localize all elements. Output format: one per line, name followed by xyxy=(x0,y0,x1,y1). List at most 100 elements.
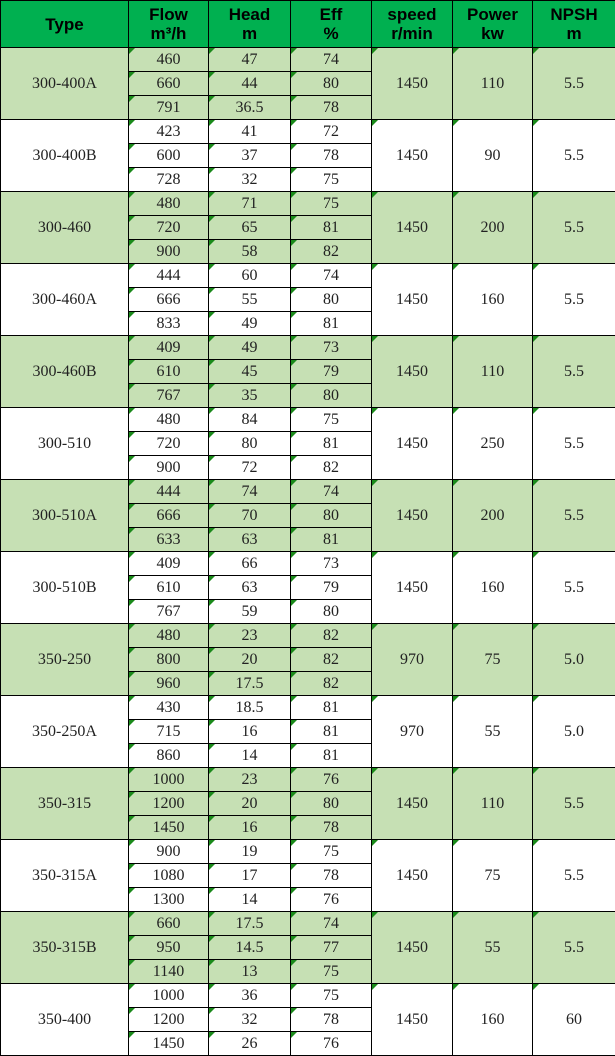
eff-cell: 76 xyxy=(291,768,372,792)
flow-cell: 480 xyxy=(129,624,209,648)
head-cell: 41 xyxy=(209,120,291,144)
head-cell: 14 xyxy=(209,744,291,768)
header-label: Eff xyxy=(291,5,371,24)
header-unit: % xyxy=(291,24,371,43)
header-unit: m xyxy=(209,24,290,43)
header-unit: kw xyxy=(453,24,532,43)
head-cell: 60 xyxy=(209,264,291,288)
flow-cell: 660 xyxy=(129,72,209,96)
flow-cell: 767 xyxy=(129,600,209,624)
flow-cell: 1450 xyxy=(129,1032,209,1056)
speed-cell: 1450 xyxy=(372,552,453,624)
head-cell: 18.5 xyxy=(209,696,291,720)
npsh-cell: 5.5 xyxy=(533,912,615,984)
power-cell: 75 xyxy=(453,840,533,912)
eff-cell: 82 xyxy=(291,648,372,672)
type-cell: 350-315B xyxy=(1,912,129,984)
flow-cell: 950 xyxy=(129,936,209,960)
power-cell: 55 xyxy=(453,696,533,768)
type-cell: 300-510 xyxy=(1,408,129,480)
eff-cell: 82 xyxy=(291,672,372,696)
eff-cell: 73 xyxy=(291,336,372,360)
flow-cell: 767 xyxy=(129,384,209,408)
eff-cell: 80 xyxy=(291,504,372,528)
npsh-cell: 5.5 xyxy=(533,120,615,192)
flow-cell: 666 xyxy=(129,504,209,528)
flow-cell: 720 xyxy=(129,216,209,240)
head-cell: 45 xyxy=(209,360,291,384)
head-cell: 16 xyxy=(209,720,291,744)
header-label: Type xyxy=(1,15,128,34)
head-cell: 66 xyxy=(209,552,291,576)
flow-cell: 1080 xyxy=(129,864,209,888)
flow-cell: 444 xyxy=(129,480,209,504)
head-cell: 32 xyxy=(209,168,291,192)
eff-cell: 80 xyxy=(291,600,372,624)
head-cell: 70 xyxy=(209,504,291,528)
flow-cell: 409 xyxy=(129,336,209,360)
head-cell: 20 xyxy=(209,648,291,672)
head-cell: 59 xyxy=(209,600,291,624)
eff-cell: 80 xyxy=(291,72,372,96)
head-cell: 84 xyxy=(209,408,291,432)
flow-cell: 666 xyxy=(129,288,209,312)
power-cell: 110 xyxy=(453,336,533,408)
flow-cell: 1000 xyxy=(129,768,209,792)
type-cell: 300-400B xyxy=(1,120,129,192)
flow-cell: 720 xyxy=(129,432,209,456)
eff-cell: 78 xyxy=(291,864,372,888)
flow-cell: 1450 xyxy=(129,816,209,840)
head-cell: 49 xyxy=(209,336,291,360)
head-cell: 14 xyxy=(209,888,291,912)
eff-cell: 82 xyxy=(291,456,372,480)
speed-cell: 970 xyxy=(372,696,453,768)
head-cell: 16 xyxy=(209,816,291,840)
head-cell: 17.5 xyxy=(209,912,291,936)
flow-cell: 833 xyxy=(129,312,209,336)
flow-cell: 1300 xyxy=(129,888,209,912)
type-cell: 300-400A xyxy=(1,48,129,120)
head-cell: 80 xyxy=(209,432,291,456)
flow-cell: 444 xyxy=(129,264,209,288)
speed-cell: 1450 xyxy=(372,768,453,840)
eff-cell: 80 xyxy=(291,288,372,312)
head-cell: 72 xyxy=(209,456,291,480)
eff-cell: 74 xyxy=(291,480,372,504)
eff-cell: 80 xyxy=(291,792,372,816)
eff-cell: 81 xyxy=(291,720,372,744)
head-cell: 32 xyxy=(209,1008,291,1032)
head-cell: 47 xyxy=(209,48,291,72)
flow-cell: 600 xyxy=(129,144,209,168)
npsh-cell: 5.5 xyxy=(533,192,615,264)
head-cell: 23 xyxy=(209,768,291,792)
head-cell: 36.5 xyxy=(209,96,291,120)
head-cell: 63 xyxy=(209,528,291,552)
power-cell: 200 xyxy=(453,480,533,552)
flow-cell: 1140 xyxy=(129,960,209,984)
npsh-cell: 60 xyxy=(533,984,615,1056)
flow-cell: 610 xyxy=(129,360,209,384)
type-cell: 350-315A xyxy=(1,840,129,912)
npsh-cell: 5.0 xyxy=(533,624,615,696)
eff-cell: 76 xyxy=(291,888,372,912)
power-cell: 200 xyxy=(453,192,533,264)
type-cell: 300-510B xyxy=(1,552,129,624)
flow-cell: 715 xyxy=(129,720,209,744)
type-cell: 300-510A xyxy=(1,480,129,552)
head-cell: 26 xyxy=(209,1032,291,1056)
head-cell: 37 xyxy=(209,144,291,168)
power-cell: 160 xyxy=(453,552,533,624)
npsh-cell: 5.5 xyxy=(533,408,615,480)
eff-cell: 81 xyxy=(291,432,372,456)
eff-cell: 78 xyxy=(291,1008,372,1032)
eff-cell: 82 xyxy=(291,240,372,264)
flow-cell: 409 xyxy=(129,552,209,576)
